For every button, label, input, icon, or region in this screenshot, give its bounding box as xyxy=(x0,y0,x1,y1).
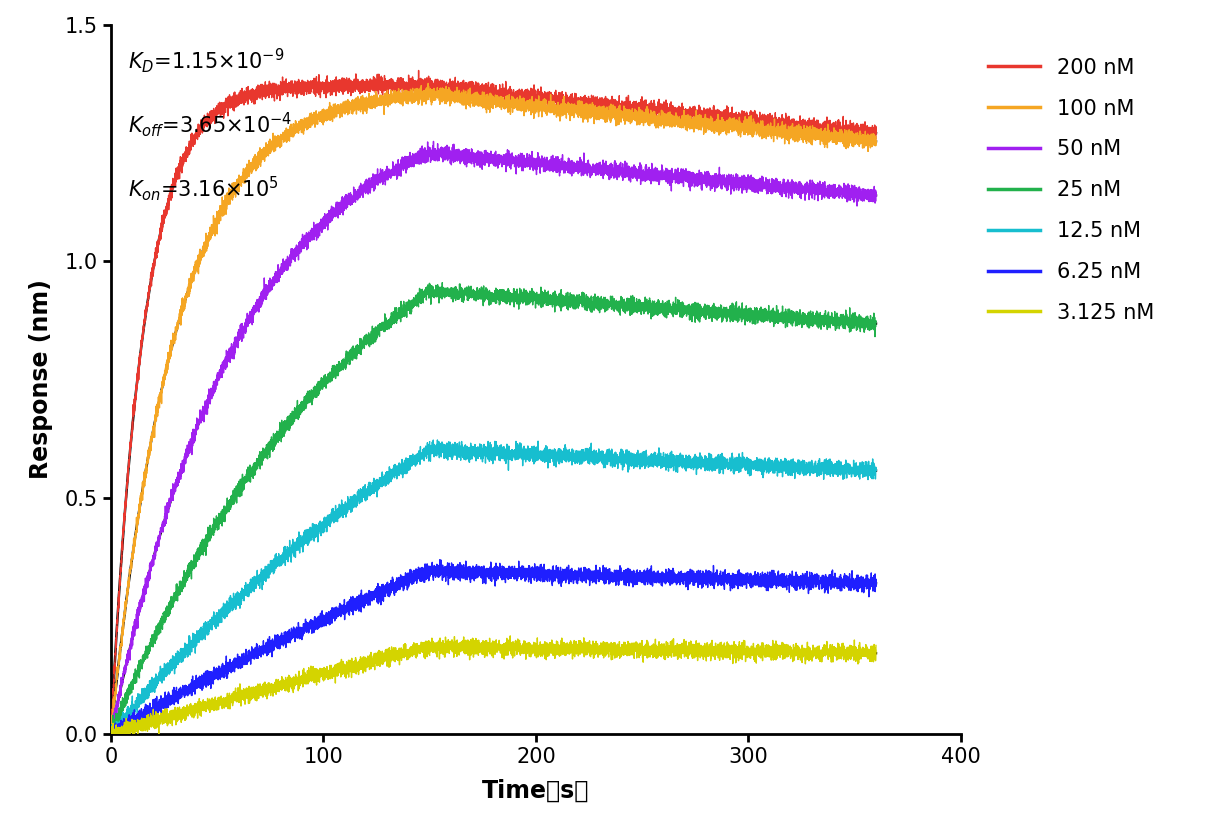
X-axis label: Time（s）: Time（s） xyxy=(482,779,590,803)
Y-axis label: Response (nm): Response (nm) xyxy=(30,280,53,479)
Text: $K_{off}$=3.65×10$^{-4}$: $K_{off}$=3.65×10$^{-4}$ xyxy=(128,110,292,139)
Text: $K_D$=1.15×10$^{-9}$: $K_D$=1.15×10$^{-9}$ xyxy=(128,46,285,75)
Text: $K_{on}$=3.16×10$^{5}$: $K_{on}$=3.16×10$^{5}$ xyxy=(128,174,278,203)
Legend: 200 nM, 100 nM, 50 nM, 25 nM, 12.5 nM, 6.25 nM, 3.125 nM: 200 nM, 100 nM, 50 nM, 25 nM, 12.5 nM, 6… xyxy=(979,50,1163,331)
